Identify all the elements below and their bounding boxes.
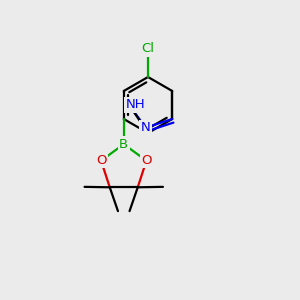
Text: NH: NH: [125, 98, 145, 112]
Text: B: B: [119, 138, 128, 151]
Text: Cl: Cl: [142, 43, 154, 56]
Text: O: O: [96, 154, 106, 167]
Text: O: O: [141, 154, 152, 167]
Text: N: N: [141, 121, 151, 134]
